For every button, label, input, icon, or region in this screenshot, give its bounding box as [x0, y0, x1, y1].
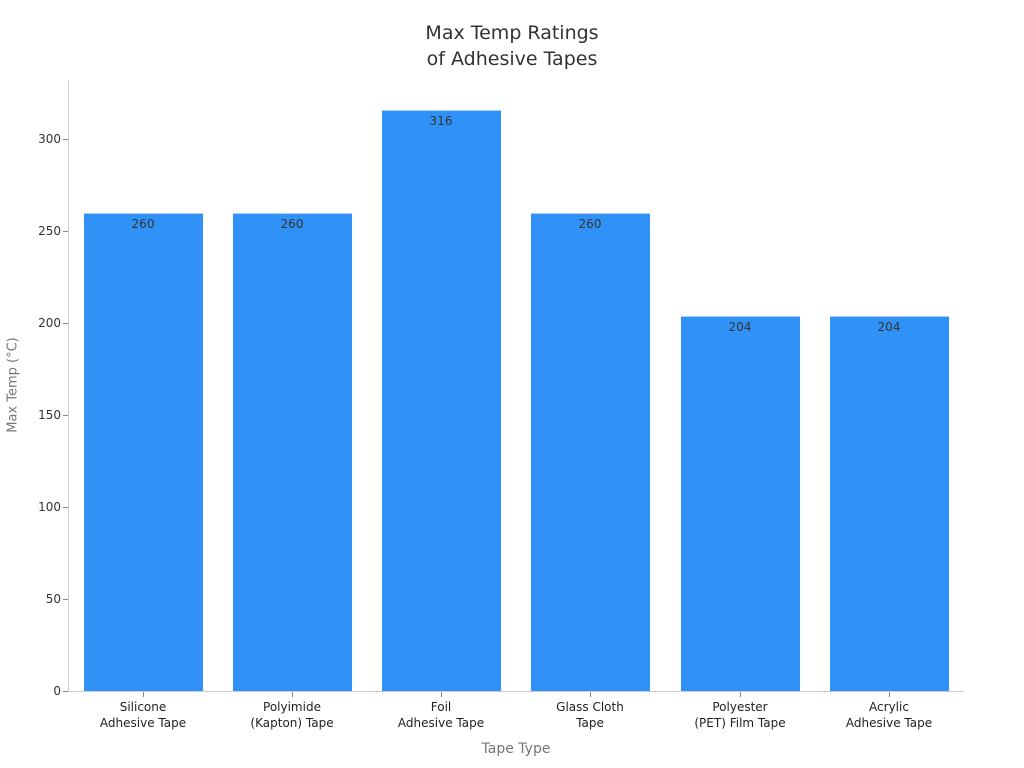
x-tick-label: Acrylic Adhesive Tape — [845, 700, 933, 730]
y-tick-label: 100 — [38, 500, 61, 514]
x-tick-label: Polyimide (Kapton) Tape — [250, 700, 334, 730]
chart-title: Max Temp Ratings of Adhesive Tapes — [0, 20, 1024, 72]
y-tick-mark — [63, 507, 68, 508]
chart-title-line1: Max Temp Ratings — [425, 22, 599, 44]
bar-acrylic: 204 — [829, 315, 949, 691]
bar-value-label: 204 — [877, 319, 901, 334]
y-tick: 300 — [0, 132, 68, 146]
x-tick-label: Polyester (PET) Film Tape — [694, 700, 786, 730]
x-tick: Silicone Adhesive Tape — [63, 692, 223, 731]
x-axis-line — [68, 691, 964, 692]
y-tick-mark — [63, 691, 68, 692]
x-tick-label: Silicone Adhesive Tape — [99, 700, 187, 730]
x-tick: Acrylic Adhesive Tape — [809, 692, 969, 731]
y-tick-label: 300 — [38, 132, 61, 146]
x-tick-mark — [440, 692, 442, 697]
bar-value-label: 260 — [131, 216, 155, 231]
y-tick-mark — [63, 231, 68, 232]
x-tick-mark — [888, 692, 890, 697]
y-tick: 0 — [0, 684, 68, 698]
bar-value-label: 260 — [578, 216, 602, 231]
y-tick-mark — [63, 599, 68, 600]
y-tick-label: 50 — [45, 592, 61, 606]
x-axis-title: Tape Type — [481, 741, 551, 757]
y-tick-mark — [63, 139, 68, 140]
y-tick-label: 0 — [53, 684, 61, 698]
y-tick: 200 — [0, 316, 68, 330]
y-tick-label: 200 — [38, 316, 61, 330]
y-tick: 100 — [0, 500, 68, 514]
x-tick: Polyimide (Kapton) Tape — [212, 692, 372, 731]
y-tick: 250 — [0, 224, 68, 238]
x-tick-label: Glass Cloth Tape — [556, 700, 624, 730]
y-axis-line — [68, 80, 69, 692]
y-tick: 150 — [0, 408, 68, 422]
bar-polyester: 204 — [680, 315, 800, 691]
y-tick-label: 150 — [38, 408, 61, 422]
bar-silicone: 260 — [83, 212, 203, 691]
bar-glass-cloth: 260 — [530, 212, 650, 691]
bar-value-label: 316 — [429, 113, 453, 128]
x-tick-mark — [589, 692, 591, 697]
y-tick-mark — [63, 415, 68, 416]
x-tick: Polyester (PET) Film Tape — [660, 692, 820, 731]
y-tick-mark — [63, 323, 68, 324]
bar-foil: 316 — [381, 109, 501, 691]
x-tick-label: Foil Adhesive Tape — [397, 700, 485, 730]
x-tick-mark — [291, 692, 293, 697]
bar-value-label: 204 — [728, 319, 752, 334]
x-tick-mark — [142, 692, 144, 697]
y-tick-label: 250 — [38, 224, 61, 238]
chart-title-line2: of Adhesive Tapes — [426, 48, 598, 70]
x-tick-mark — [739, 692, 741, 697]
bar-polyimide: 260 — [232, 212, 352, 691]
x-tick: Foil Adhesive Tape — [361, 692, 521, 731]
x-tick: Glass Cloth Tape — [510, 692, 670, 731]
bar-value-label: 260 — [280, 216, 304, 231]
y-tick: 50 — [0, 592, 68, 606]
